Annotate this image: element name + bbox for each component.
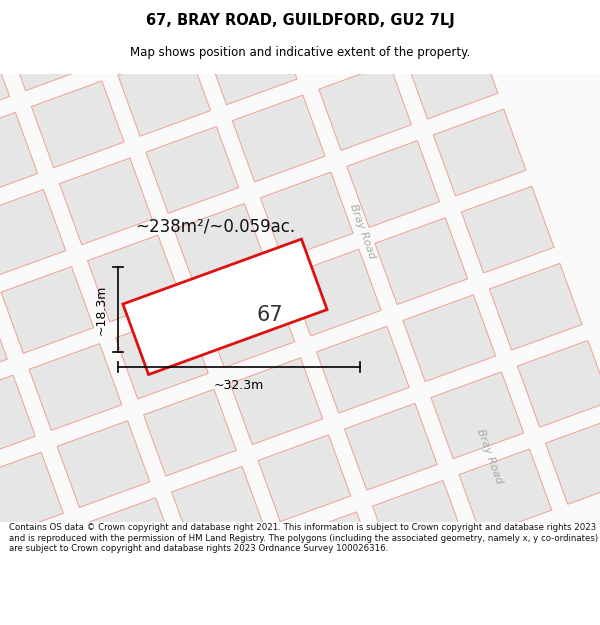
Text: ~238m²/~0.059ac.: ~238m²/~0.059ac. <box>135 217 295 236</box>
Polygon shape <box>88 235 180 322</box>
Text: Map shows position and indicative extent of the property.: Map shows position and indicative extent… <box>130 46 470 59</box>
Polygon shape <box>0 112 38 199</box>
Polygon shape <box>118 49 211 136</box>
Polygon shape <box>85 498 178 584</box>
Polygon shape <box>431 372 524 459</box>
Polygon shape <box>90 0 182 59</box>
Polygon shape <box>230 357 323 444</box>
Polygon shape <box>143 389 236 476</box>
Polygon shape <box>0 452 64 539</box>
Polygon shape <box>375 217 467 304</box>
Polygon shape <box>545 418 600 504</box>
Polygon shape <box>146 126 239 213</box>
Polygon shape <box>347 141 440 228</box>
Text: ~32.3m: ~32.3m <box>214 379 264 392</box>
Polygon shape <box>490 263 582 350</box>
Polygon shape <box>289 249 381 336</box>
Polygon shape <box>0 189 65 276</box>
Polygon shape <box>1 267 94 353</box>
Polygon shape <box>31 81 124 168</box>
Polygon shape <box>433 109 526 196</box>
Text: 67, BRAY ROAD, GUILDFORD, GU2 7LJ: 67, BRAY ROAD, GUILDFORD, GU2 7LJ <box>146 13 454 28</box>
Text: Contains OS data © Crown copyright and database right 2021. This information is : Contains OS data © Crown copyright and d… <box>9 523 598 553</box>
Polygon shape <box>0 529 91 616</box>
Polygon shape <box>459 449 552 536</box>
Polygon shape <box>403 295 496 382</box>
Polygon shape <box>29 344 122 431</box>
Polygon shape <box>204 18 297 105</box>
Polygon shape <box>0 375 35 462</box>
Polygon shape <box>0 36 10 122</box>
Polygon shape <box>176 0 269 28</box>
Polygon shape <box>232 95 325 182</box>
Polygon shape <box>172 466 265 553</box>
Polygon shape <box>0 0 68 14</box>
Polygon shape <box>202 281 295 368</box>
Polygon shape <box>291 0 383 73</box>
Polygon shape <box>258 435 351 522</box>
Text: Bray Road: Bray Road <box>349 203 377 261</box>
Polygon shape <box>57 421 150 508</box>
Polygon shape <box>200 543 292 625</box>
Polygon shape <box>373 481 465 568</box>
Polygon shape <box>113 575 206 625</box>
Polygon shape <box>260 172 353 259</box>
Polygon shape <box>27 606 119 625</box>
Polygon shape <box>405 32 498 119</box>
Polygon shape <box>4 4 96 91</box>
Polygon shape <box>344 403 437 490</box>
Text: 67: 67 <box>257 305 283 325</box>
Polygon shape <box>0 298 7 385</box>
Polygon shape <box>59 158 152 245</box>
Polygon shape <box>319 64 412 151</box>
Polygon shape <box>123 239 327 374</box>
Polygon shape <box>517 341 600 427</box>
Polygon shape <box>116 312 208 399</box>
Text: Bray Road: Bray Road <box>475 428 505 486</box>
Text: ~18.3m: ~18.3m <box>95 284 108 334</box>
Polygon shape <box>316 326 409 413</box>
Polygon shape <box>286 512 379 599</box>
Polygon shape <box>377 0 470 42</box>
Polygon shape <box>174 204 266 291</box>
Polygon shape <box>461 186 554 273</box>
Polygon shape <box>0 561 5 625</box>
